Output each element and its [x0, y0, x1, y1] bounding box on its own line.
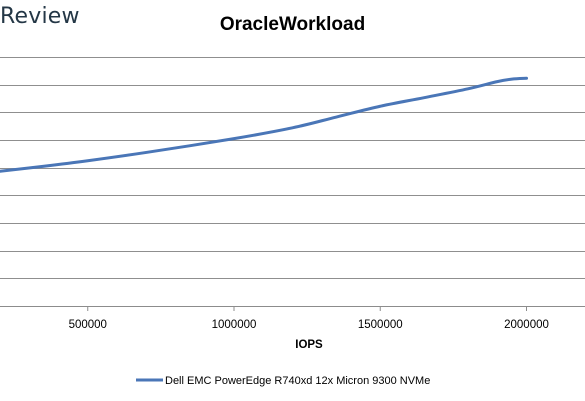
- x-axis-title: IOPS: [295, 339, 323, 351]
- gridlines: [0, 57, 585, 307]
- legend-label: Dell EMC PowerEdge R740xd 12x Micron 930…: [165, 375, 430, 387]
- x-axis: 500000 1000000 1500000 2000000: [69, 306, 549, 331]
- series-line: [0, 76, 528, 173]
- legend: Dell EMC PowerEdge R740xd 12x Micron 930…: [136, 375, 430, 387]
- series-group: [0, 76, 528, 173]
- x-tick-label: 500000: [69, 319, 107, 331]
- chart-title: OracleWorkload: [0, 14, 585, 36]
- x-tick-label: 1500000: [358, 319, 403, 331]
- x-tick-label: 1000000: [212, 319, 257, 331]
- brand-logo-text: Review: [0, 4, 80, 29]
- x-tick-label: 2000000: [504, 319, 549, 331]
- chart-title-text: OracleWorkload: [219, 14, 366, 35]
